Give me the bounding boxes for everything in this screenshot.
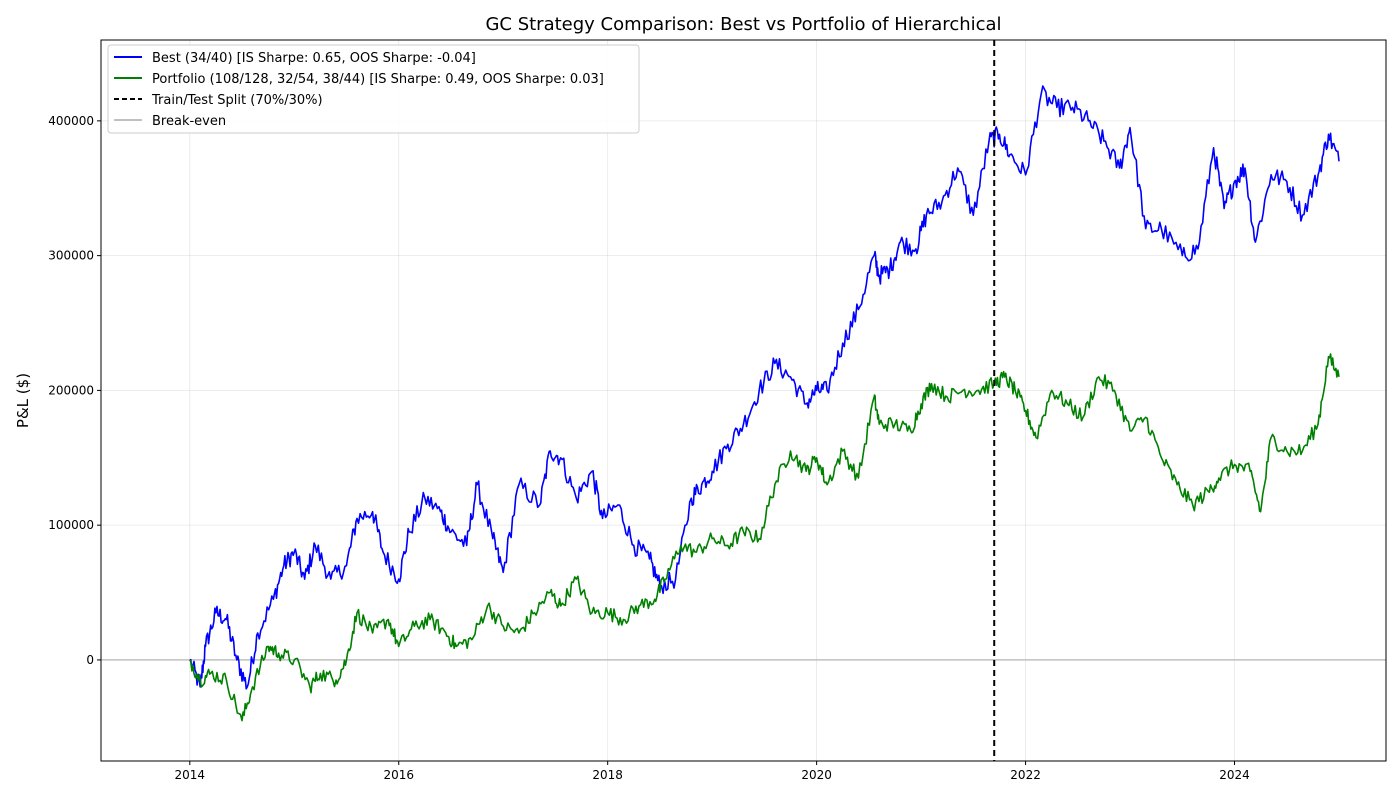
y-axis-ticks: 0 100000 200000 300000 400000 (48, 114, 101, 667)
x-tick-label: 2024 (1219, 768, 1250, 782)
legend-label: Break-even (152, 114, 226, 129)
series-layer (189, 40, 1340, 761)
y-tick-label: 0 (86, 653, 94, 667)
grid-layer (101, 40, 1386, 761)
legend-label: Best (34/40) [IS Sharpe: 0.65, OOS Sharp… (152, 51, 476, 66)
plot-frame (100, 39, 1387, 762)
series-line-portfolio (189, 353, 1340, 722)
x-tick-label: 2022 (1010, 768, 1041, 782)
legend-label: Train/Test Split (70%/30%) (151, 93, 323, 108)
y-tick-label: 100000 (48, 518, 94, 532)
y-tick-label: 200000 (48, 383, 94, 397)
x-tick-label: 2018 (592, 768, 623, 782)
y-tick-label: 300000 (48, 249, 94, 263)
series-line-best (189, 85, 1340, 690)
x-tick-label: 2014 (175, 768, 206, 782)
x-tick-label: 2020 (801, 768, 832, 782)
chart-title: GC Strategy Comparison: Best vs Portfoli… (485, 14, 1001, 35)
legend-label: Portfolio (108/128, 32/54, 38/44) [IS Sh… (152, 72, 604, 87)
y-tick-label: 400000 (48, 114, 94, 128)
legend-box (107, 44, 640, 134)
x-axis-ticks: 2014 2016 2018 2020 2022 2024 (175, 761, 1250, 782)
x-tick-label: 2016 (383, 768, 414, 782)
y-axis-title: P&L ($) (14, 373, 32, 428)
legend: Best (34/40) [IS Sharpe: 0.65, OOS Sharp… (107, 44, 640, 134)
